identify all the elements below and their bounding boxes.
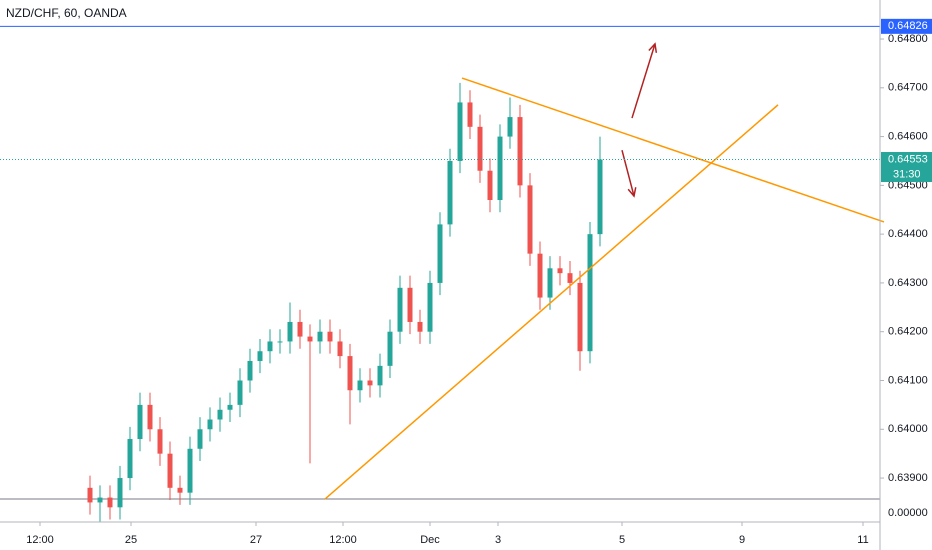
arrow bbox=[621, 150, 635, 197]
candle-body bbox=[147, 404, 153, 430]
candle-body bbox=[177, 487, 183, 493]
price-label: 0.64553 bbox=[888, 153, 928, 165]
arrow-head bbox=[648, 42, 658, 53]
candle-body bbox=[357, 380, 363, 391]
candle-body bbox=[577, 282, 583, 352]
candle-body bbox=[547, 268, 553, 298]
candle-body bbox=[107, 497, 113, 508]
candle-body bbox=[487, 170, 493, 200]
y-tick-label: 0.64200 bbox=[888, 326, 928, 338]
price-label-box bbox=[881, 152, 932, 183]
candle-body bbox=[317, 331, 323, 342]
candle-body bbox=[207, 419, 213, 430]
candle-body bbox=[277, 341, 283, 343]
candle-body bbox=[477, 126, 483, 171]
candle-body bbox=[527, 185, 533, 254]
candle-body bbox=[217, 409, 223, 420]
x-tick-label: 5 bbox=[619, 534, 625, 546]
candle-body bbox=[407, 287, 413, 322]
candle-body bbox=[307, 336, 313, 342]
x-tick-label: 12:00 bbox=[329, 534, 357, 546]
y-tick-label: 0.64100 bbox=[888, 374, 928, 386]
candle-body bbox=[417, 321, 423, 332]
x-tick-label: 25 bbox=[125, 534, 137, 546]
candle-body bbox=[237, 380, 243, 405]
y-tick-label: 0.64700 bbox=[888, 82, 928, 94]
y-tick-label: 0.64300 bbox=[888, 277, 928, 289]
candle-body bbox=[87, 487, 93, 503]
pane-label: 0.00000 bbox=[888, 507, 928, 519]
candle-body bbox=[387, 331, 393, 366]
candle-body bbox=[507, 117, 513, 137]
candle-body bbox=[267, 341, 273, 352]
x-tick-label: 12:00 bbox=[26, 534, 54, 546]
candle-body bbox=[287, 321, 293, 342]
y-tick-label: 0.64800 bbox=[888, 33, 928, 45]
candle-body bbox=[137, 404, 143, 440]
candle-body bbox=[197, 429, 203, 449]
y-tick-label: 0.64400 bbox=[888, 228, 928, 240]
candle-body bbox=[397, 287, 403, 332]
candle-body bbox=[537, 253, 543, 298]
x-tick-label: 27 bbox=[250, 534, 262, 546]
price-label-box bbox=[881, 18, 932, 34]
trend-line bbox=[461, 77, 885, 223]
candle-body bbox=[447, 160, 453, 225]
x-tick-label: 9 bbox=[739, 534, 745, 546]
chart-title: NZD/CHF, 60, OANDA bbox=[6, 6, 127, 20]
x-tick-label: Dec bbox=[420, 534, 440, 546]
candle-body bbox=[117, 478, 123, 508]
candle-body bbox=[467, 102, 473, 127]
trend-line bbox=[324, 104, 779, 500]
plot-area bbox=[0, 25, 885, 522]
candle-body bbox=[247, 360, 253, 381]
candle-body bbox=[377, 365, 383, 386]
candle-body bbox=[597, 159, 603, 235]
candle-body bbox=[457, 102, 463, 161]
x-tick-label: 11 bbox=[857, 534, 868, 546]
arrow bbox=[631, 43, 656, 119]
candle-body bbox=[427, 282, 433, 332]
candle-body bbox=[97, 497, 103, 503]
candle-body bbox=[257, 351, 263, 361]
candle-body bbox=[567, 273, 573, 283]
candle-body bbox=[497, 136, 503, 200]
price-label: 0.64826 bbox=[888, 20, 928, 32]
y-tick-label: 0.63900 bbox=[888, 472, 928, 484]
x-tick-label: 3 bbox=[495, 534, 501, 546]
candle-body bbox=[187, 448, 193, 493]
candle-body bbox=[557, 268, 563, 274]
candle-body bbox=[167, 453, 173, 488]
candle-body bbox=[437, 224, 443, 283]
y-tick-label: 0.64600 bbox=[888, 130, 928, 142]
candle-body bbox=[157, 429, 163, 454]
y-tick-label: 0.64000 bbox=[888, 423, 928, 435]
candle-body bbox=[297, 321, 303, 337]
candle-body bbox=[337, 341, 343, 357]
y-tick-label: 0.64500 bbox=[888, 179, 928, 191]
candle-body bbox=[127, 439, 133, 479]
candle-body bbox=[517, 117, 523, 186]
candle-body bbox=[367, 380, 373, 386]
arrow-head bbox=[627, 187, 637, 198]
countdown-label: 31:30 bbox=[893, 168, 921, 180]
candle-body bbox=[227, 404, 233, 410]
candle-body bbox=[327, 331, 333, 342]
candle-body bbox=[587, 234, 593, 352]
candle-body bbox=[347, 356, 353, 391]
